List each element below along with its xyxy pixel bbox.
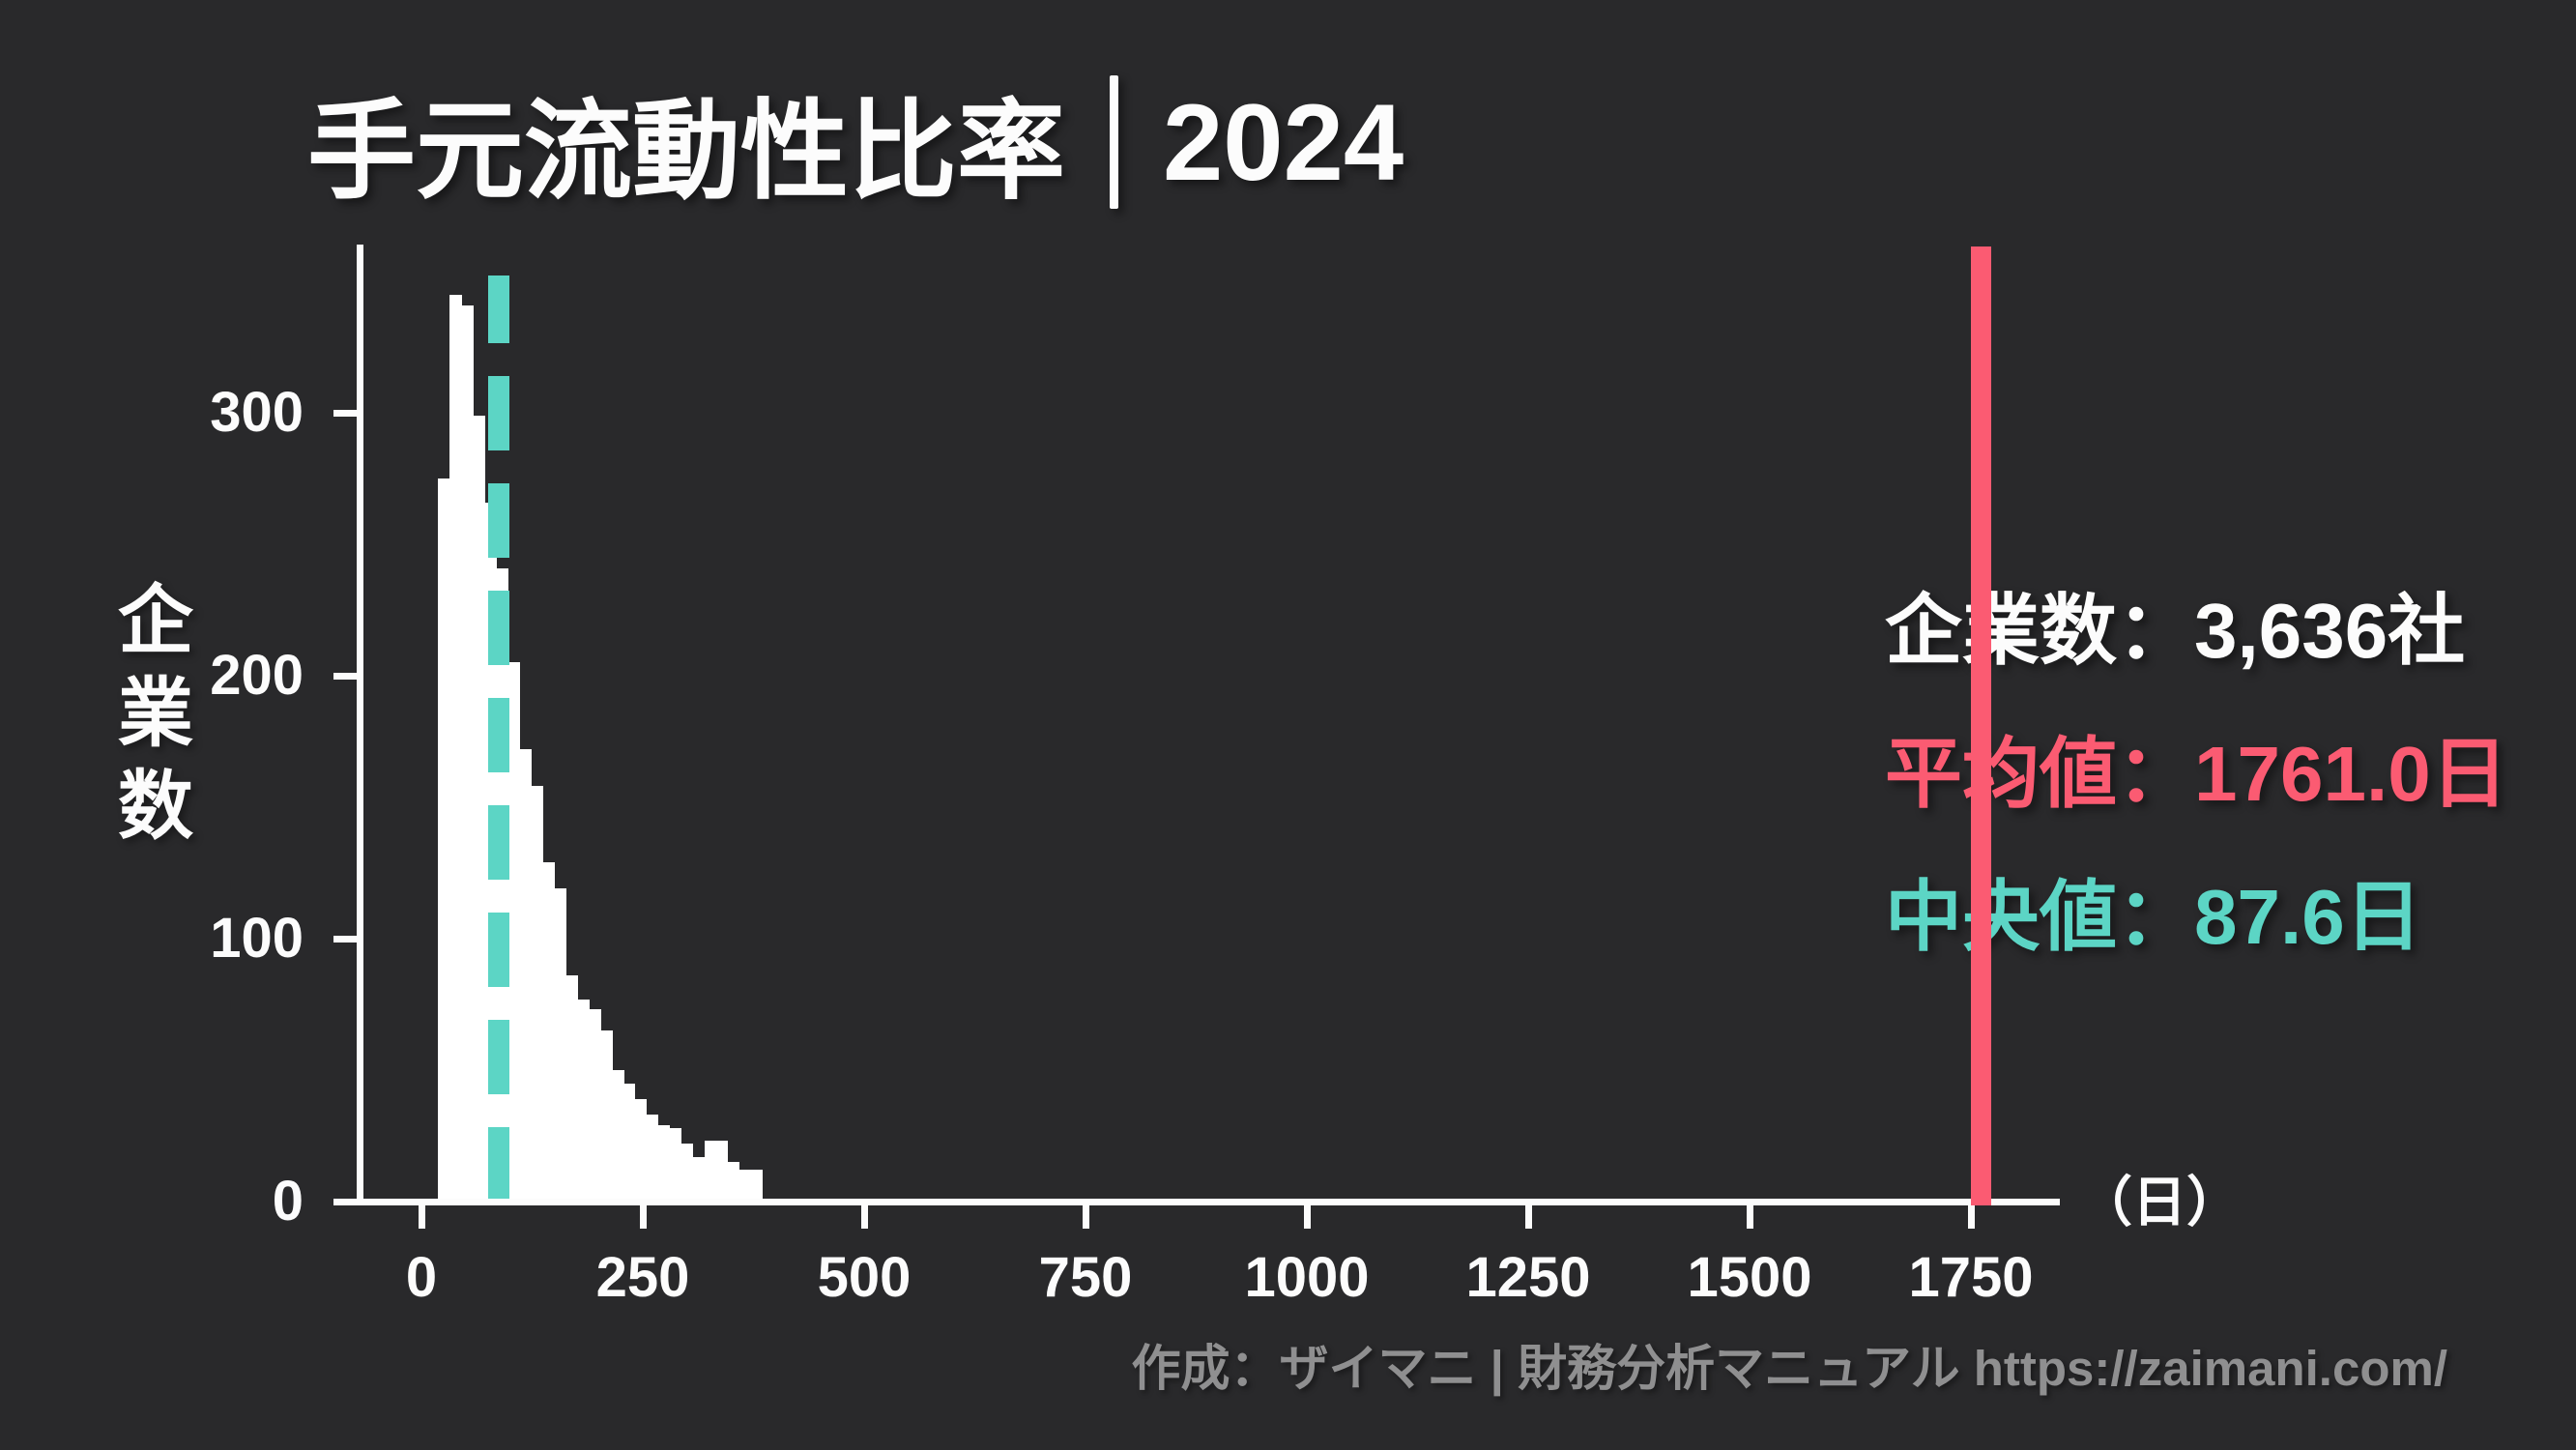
histogram-bar xyxy=(473,415,485,1202)
histogram-bar xyxy=(680,1144,694,1202)
stat-median-value: 87.6日 xyxy=(2194,874,2422,960)
x-tick xyxy=(1524,1205,1532,1229)
histogram-bar xyxy=(564,975,578,1202)
x-tick xyxy=(860,1205,868,1229)
x-tick xyxy=(1967,1205,1975,1229)
y-axis-line xyxy=(357,245,363,1205)
y-tick-label: 100 xyxy=(210,907,304,970)
histogram-bar xyxy=(634,1098,648,1202)
histogram-bar xyxy=(622,1083,636,1202)
histogram-bar xyxy=(438,478,450,1202)
x-tick-label: 1250 xyxy=(1465,1246,1591,1309)
title-text-year: 2024 xyxy=(1163,81,1404,203)
stat-median-label: 中央値 xyxy=(1885,874,2117,960)
histogram-bar xyxy=(599,1030,613,1202)
x-tick xyxy=(1303,1205,1311,1229)
histogram-bar xyxy=(611,1070,624,1202)
histogram-bar xyxy=(588,1009,601,1202)
x-axis-line xyxy=(357,1199,2060,1205)
x-tick-label: 1000 xyxy=(1244,1246,1370,1309)
histogram-bar xyxy=(738,1170,752,1202)
histogram-bar xyxy=(715,1141,729,1202)
stat-mean-value: 1761.0日 xyxy=(2194,731,2508,817)
stat-median: 中央値： 87.6日 xyxy=(1885,870,2508,965)
histogram-bar xyxy=(657,1125,671,1202)
stat-companies-separator: ： xyxy=(2117,588,2194,674)
histogram-bar xyxy=(449,294,462,1202)
stat-companies-value: 3,636社 xyxy=(2194,588,2466,674)
stats-block: 企業数： 3,636社 平均値： 1761.0日 中央値： 87.6日 xyxy=(1885,584,2508,965)
x-tick-label: 1750 xyxy=(1908,1246,2034,1309)
x-tick xyxy=(418,1205,425,1229)
stat-mean-label: 平均値 xyxy=(1885,731,2117,817)
x-tick xyxy=(1082,1205,1089,1229)
mean-line xyxy=(1971,246,1991,1205)
stat-mean: 平均値： 1761.0日 xyxy=(1885,727,2508,822)
y-tick-label: 0 xyxy=(272,1170,304,1232)
page-title: 手元流動性比率 2024 xyxy=(307,73,1404,212)
histogram-bar xyxy=(530,786,543,1202)
x-tick-label: 0 xyxy=(405,1246,438,1309)
histogram-bar xyxy=(461,304,474,1202)
y-tick-label: 300 xyxy=(210,381,304,444)
stat-mean-separator: ： xyxy=(2117,731,2194,817)
y-tick xyxy=(333,1199,357,1205)
y-tick xyxy=(333,936,357,942)
histogram-bar xyxy=(518,749,532,1202)
histogram-bar xyxy=(669,1127,682,1202)
histogram-bar xyxy=(704,1141,717,1202)
stat-companies-label: 企業数 xyxy=(1885,588,2117,674)
histogram-bar xyxy=(750,1170,764,1202)
y-tick xyxy=(333,673,357,680)
y-axis-title: 企業数 xyxy=(107,580,192,858)
x-tick xyxy=(639,1205,647,1229)
footer-credit: 作成：ザイマニ | 財務分析マニュアル https://zaimani.com/ xyxy=(1131,1341,2447,1396)
histogram-bar xyxy=(553,888,566,1202)
title-divider xyxy=(1110,75,1118,209)
x-tick xyxy=(1746,1205,1753,1229)
y-tick xyxy=(333,410,357,417)
histogram-bar xyxy=(727,1162,740,1202)
histogram-bar xyxy=(576,999,590,1202)
x-tick-label: 1500 xyxy=(1687,1246,1812,1309)
histogram-bar xyxy=(692,1156,706,1202)
x-tick-label: 250 xyxy=(595,1246,690,1309)
median-line xyxy=(488,276,509,1202)
histogram-bar xyxy=(646,1115,659,1202)
x-axis-unit-label: （日） xyxy=(2078,1172,2241,1232)
stat-companies: 企業数： 3,636社 xyxy=(1885,584,2508,679)
x-tick-label: 500 xyxy=(817,1246,912,1309)
stat-median-separator: ： xyxy=(2117,874,2194,960)
x-tick-label: 750 xyxy=(1038,1246,1133,1309)
histogram-bar xyxy=(541,862,555,1202)
title-text-left: 手元流動性比率 xyxy=(307,91,1065,212)
histogram-bar xyxy=(507,662,520,1202)
y-tick-label: 200 xyxy=(210,644,304,707)
